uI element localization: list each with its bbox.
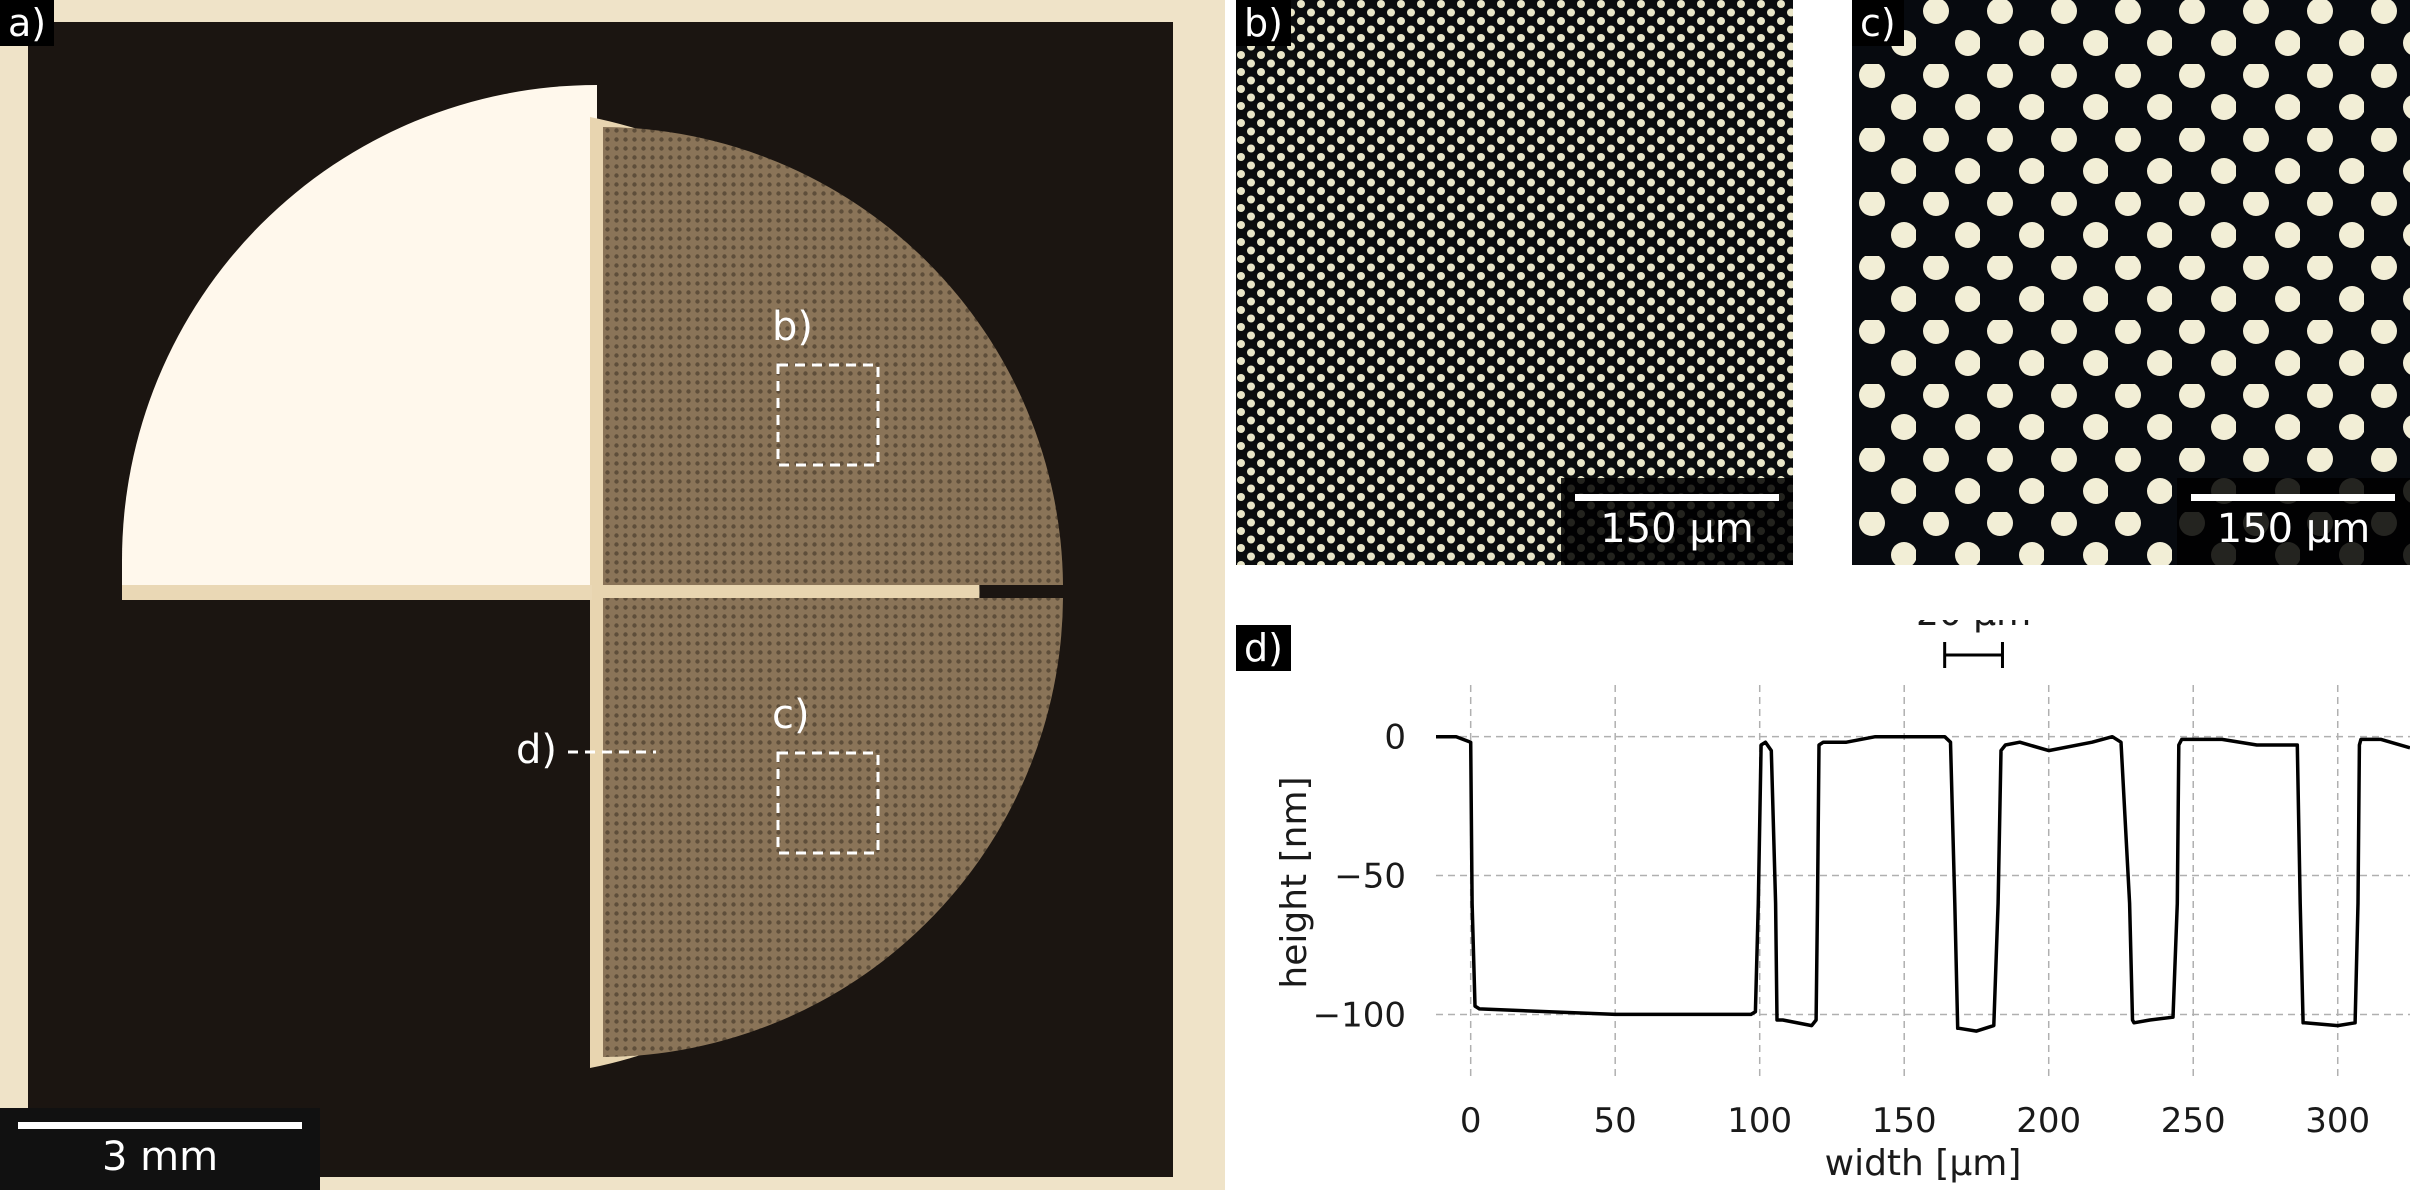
scale-bar-c: [2191, 494, 2395, 501]
y-tick-label: −50: [1334, 857, 1406, 897]
scale-bar-b: [1575, 494, 1779, 501]
dense-dot-array: [1236, 0, 1793, 565]
scale-bar-a: [18, 1122, 302, 1129]
height-profile-chart: 0 50 100 150 200 250 300 0 −50 −100 width [µm] he…: [1274, 593, 2410, 1184]
panel-label-d: d): [1236, 625, 1291, 671]
x-tick-label: 300: [2305, 1101, 2370, 1141]
x-tick-label: 100: [1727, 1101, 1792, 1141]
scale-box-b: 150 µm: [1561, 478, 1793, 565]
callout-label-d: d): [516, 727, 557, 773]
callout-label-c: c): [772, 692, 810, 738]
x-tick-label: 200: [2016, 1101, 2081, 1141]
scale-label-a: 3 mm: [101, 1134, 219, 1180]
x-tick-label: 0: [1460, 1101, 1482, 1141]
scale-label-c: 150 µm: [2216, 506, 2371, 552]
y-tick-label: −100: [1313, 995, 1406, 1035]
patterned-quadrant-lower: [603, 598, 1063, 1057]
callout-box-c: [776, 751, 880, 855]
panel-b-micrograph: b) 150 µm: [1236, 0, 1793, 565]
panel-label-c: c): [1852, 0, 1904, 46]
reference-scale-bar: [1943, 642, 2004, 668]
sparse-dot-array: [1852, 0, 2410, 565]
panel-label-b: b): [1236, 0, 1291, 46]
panel-a-photo: b) c) d) a) 3 mm: [0, 0, 1225, 1190]
y-tick-label: 0: [1384, 718, 1406, 758]
x-tick-label: 150: [1872, 1101, 1937, 1141]
callout-box-b: [776, 363, 880, 467]
series-line: [1436, 734, 2410, 1033]
x-tick-label: 250: [2161, 1101, 2226, 1141]
panel-d-chart: d) 0 50 100 150 200 250 300 0 −50 −100 width [µm]…: [1236, 593, 2410, 1190]
tick-labels: 0 50 100 150 200 250 300 0 −50 −100: [1313, 718, 2371, 1141]
y-axis-title: height [nm]: [1274, 776, 1315, 988]
reference-bar-label: 20 µm: [1916, 620, 2031, 634]
panel-c-micrograph: c) 150 µm: [1852, 0, 2410, 565]
patterned-quadrant-upper: [603, 127, 1063, 585]
scale-label-b: 150 µm: [1600, 506, 1754, 552]
scale-box-c: 150 µm: [2177, 478, 2410, 565]
x-tick-label: 50: [1594, 1101, 1637, 1141]
open-quadrant: [122, 85, 597, 597]
panel-label-a: a): [0, 0, 55, 46]
scale-box-a: 3 mm: [0, 1108, 320, 1190]
wafer-photo: b) c) d): [0, 0, 1225, 1190]
x-axis-title: width [µm]: [1825, 1143, 2022, 1184]
callout-label-b: b): [772, 304, 813, 350]
